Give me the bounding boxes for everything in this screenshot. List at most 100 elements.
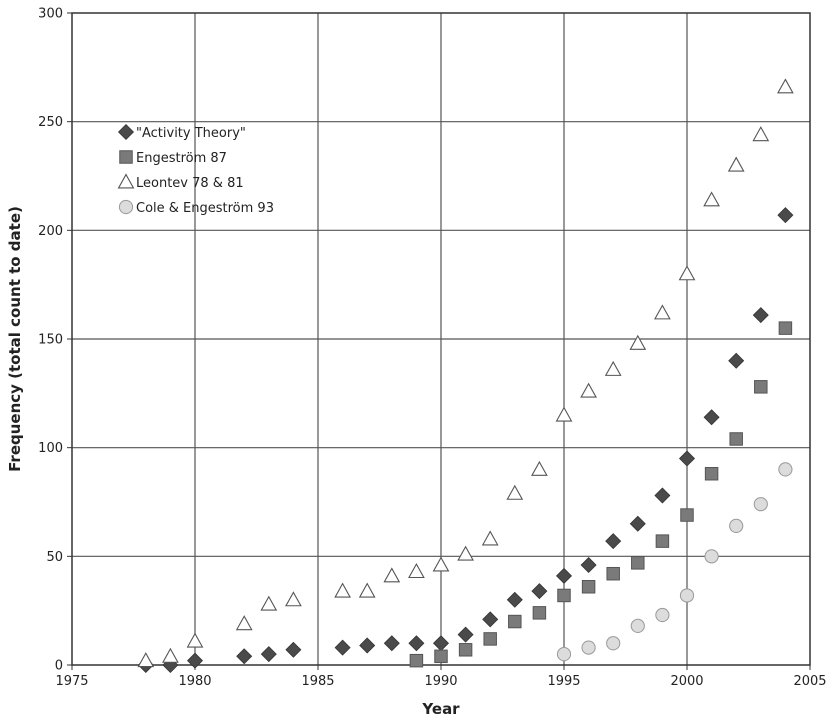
- data-point-triangle: [629, 334, 647, 350]
- series-triangle: [137, 78, 794, 668]
- y-tick-label: 100: [38, 441, 63, 456]
- data-point-triangle: [777, 78, 794, 94]
- data-point-circle: [556, 647, 572, 662]
- data-point-triangle: [727, 156, 745, 172]
- data-point-triangle: [654, 304, 671, 320]
- data-point-triangle: [457, 545, 474, 561]
- y-tick-label: 50: [46, 550, 63, 565]
- y-tick-label: 0: [55, 659, 63, 674]
- y-axis-title: Frequency (total count to date): [6, 206, 24, 472]
- x-axis-title: Year: [421, 700, 460, 718]
- data-point-triangle: [678, 265, 696, 281]
- data-point-square: [409, 653, 424, 668]
- legend-label: Engeström 87: [136, 151, 227, 166]
- data-point-diamond: [285, 641, 302, 658]
- data-point-diamond: [186, 652, 204, 669]
- data-point-square: [778, 321, 793, 335]
- legend-marker-square: [119, 150, 133, 164]
- data-point-diamond: [531, 583, 548, 600]
- data-point-circle: [606, 636, 621, 651]
- x-tick-label: 2005: [793, 674, 826, 689]
- data-point-triangle: [506, 484, 524, 500]
- data-point-diamond: [432, 635, 450, 652]
- data-point-circle: [655, 607, 670, 623]
- data-point-diamond: [580, 557, 597, 574]
- data-point-diamond: [506, 591, 523, 608]
- data-point-triangle: [383, 567, 401, 583]
- data-point-triangle: [334, 582, 351, 598]
- x-tick-label: 1980: [178, 674, 211, 689]
- data-point-triangle: [752, 126, 770, 142]
- data-point-triangle: [235, 615, 253, 631]
- x-tick-label: 1990: [424, 674, 457, 689]
- data-point-triangle: [604, 360, 622, 376]
- data-point-diamond: [629, 515, 646, 532]
- y-tick-label: 300: [38, 7, 63, 22]
- legend-marker-triangle: [117, 173, 135, 189]
- data-point-circle: [729, 518, 744, 534]
- legend-label: "Activity Theory": [136, 126, 246, 141]
- data-point-square: [606, 566, 620, 581]
- data-point-diamond: [654, 487, 671, 504]
- data-point-square: [458, 643, 473, 657]
- data-point-triangle: [531, 460, 548, 476]
- y-tick-label: 250: [38, 115, 63, 130]
- data-point-triangle: [481, 530, 499, 546]
- data-point-square: [508, 614, 522, 629]
- legend-label: Cole & Engeström 93: [136, 201, 274, 216]
- data-point-diamond: [678, 450, 696, 467]
- legend: "Activity Theory" Engeström 87 Leontev 78 …: [117, 123, 274, 216]
- data-point-diamond: [482, 611, 499, 628]
- data-point-triangle: [580, 382, 597, 398]
- data-point-square: [655, 534, 670, 548]
- data-point-triangle: [186, 632, 204, 648]
- data-point-diamond: [260, 646, 277, 663]
- data-point-diamond: [605, 533, 622, 550]
- data-point-diamond: [236, 648, 253, 665]
- data-point-square: [704, 467, 719, 481]
- data-point-square: [754, 380, 768, 394]
- data-point-diamond: [777, 207, 794, 224]
- data-point-square: [729, 432, 743, 446]
- series-diamond: [137, 207, 794, 674]
- data-point-circle: [679, 588, 695, 603]
- grid: [72, 13, 810, 665]
- data-point-diamond: [408, 635, 425, 652]
- data-point-diamond: [383, 635, 400, 652]
- data-point-diamond: [728, 352, 745, 369]
- data-point-triangle: [408, 562, 425, 579]
- data-point-square: [434, 649, 448, 664]
- data-point-diamond: [457, 626, 474, 643]
- legend-label: Leontev 78 & 81: [136, 176, 244, 191]
- data-point-circle: [778, 462, 793, 477]
- data-point-triangle: [703, 191, 720, 207]
- series-square: [409, 321, 793, 668]
- data-point-circle: [581, 640, 596, 655]
- x-tick-label: 1995: [547, 674, 580, 689]
- data-point-circle: [704, 549, 719, 564]
- axis-ticks: 1975 1980 1985 1990 1995 2000 2005 0 50 100 150 200…: [38, 7, 826, 690]
- y-tick-label: 150: [38, 333, 63, 348]
- data-point-triangle: [137, 652, 155, 668]
- data-point-square: [557, 588, 571, 603]
- data-point-square: [680, 508, 694, 522]
- x-tick-label: 2000: [670, 674, 703, 689]
- data-point-triangle: [432, 556, 450, 572]
- data-point-triangle: [260, 595, 278, 611]
- series-circle: [556, 462, 793, 662]
- data-point-diamond: [752, 307, 769, 324]
- data-point-diamond: [359, 637, 376, 654]
- data-point-diamond: [334, 639, 351, 656]
- data-point-square: [483, 632, 497, 646]
- data-point-triangle: [162, 647, 179, 663]
- data-point-circle: [753, 497, 768, 512]
- data-point-square: [631, 556, 645, 570]
- legend-marker-diamond: [117, 123, 135, 141]
- y-tick-label: 200: [38, 224, 63, 239]
- x-tick-label: 1975: [55, 674, 88, 689]
- data-points: [137, 78, 794, 674]
- data-point-triangle: [358, 582, 376, 598]
- legend-marker-circle: [118, 199, 134, 215]
